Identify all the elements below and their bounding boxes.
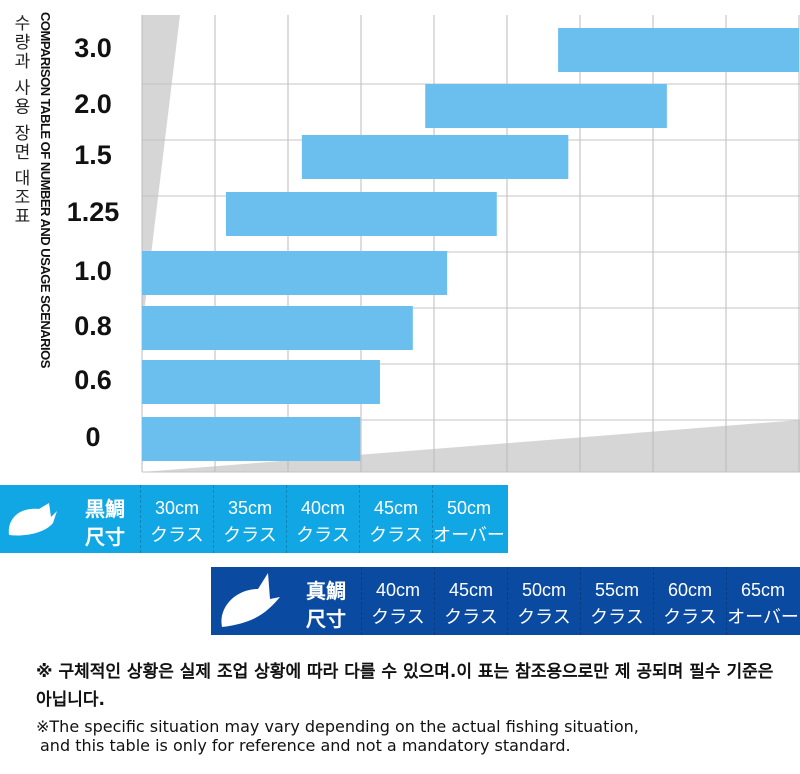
size-cell: 45cm クラス [359, 485, 432, 553]
size-value: 45cm [448, 580, 493, 600]
size-cell: 60cm クラス [653, 567, 726, 635]
size-value: 40cm [375, 580, 420, 600]
title-english: COMPARISON TABLE OF NUMBER AND USAGE SCE… [38, 12, 53, 368]
size-class: クラス [590, 607, 644, 627]
size-class: オーバー [433, 525, 505, 545]
size-value: 45cm [373, 498, 418, 518]
size-cell: 40cm クラス [361, 567, 434, 635]
size-cell: 40cm クラス [286, 485, 359, 553]
size-class: クラス [223, 525, 277, 545]
size-cell: 65cm オーバー [726, 567, 799, 635]
size-value: 40cm [300, 498, 345, 518]
size-cell: 55cm クラス [580, 567, 653, 635]
chart [141, 15, 800, 473]
y-label: 0.8 [74, 311, 112, 341]
size-value: 30cm [154, 498, 199, 518]
title-korean: 수량과 사용 장면 대조표 [10, 14, 30, 227]
red-bream-fish-icon [211, 567, 291, 635]
y-label: 2.0 [74, 89, 112, 119]
size-cell: 30cm クラス [140, 485, 213, 553]
size-class: クラス [369, 525, 423, 545]
size-value: 65cm [740, 580, 785, 600]
size-class: クラス [150, 525, 204, 545]
size-class: クラス [663, 607, 717, 627]
red-bream-title: 真鯛 尺寸 [306, 579, 346, 631]
y-label: 3.0 [74, 33, 112, 63]
y-label: 0.6 [74, 365, 112, 395]
black-bream-fish-icon [0, 485, 70, 553]
size-class: クラス [371, 607, 425, 627]
size-value: 60cm [667, 580, 712, 600]
y-label: 1.0 [74, 256, 112, 286]
range-bar-1.25 [225, 192, 497, 236]
size-value: 50cm [446, 498, 491, 518]
range-bar-0 [142, 417, 361, 461]
size-class: オーバー [727, 607, 799, 627]
size-cell: 50cm オーバー [432, 485, 505, 553]
note-english-2: and this table is only for reference and… [40, 736, 571, 755]
range-bar-1.0 [142, 251, 448, 295]
range-bar-2.0 [425, 84, 667, 128]
size-class: クラス [444, 607, 498, 627]
note-english-1: ※The specific situation may vary dependi… [36, 717, 639, 736]
range-bar-0.6 [142, 360, 380, 404]
size-value: 50cm [521, 580, 566, 600]
red-bream-size-band: 真鯛 尺寸 40cm クラス 45cm クラス 50cm クラス 55cm クラス 60cm クラス… [211, 567, 800, 635]
black-bream-title: 黒鯛 尺寸 [85, 497, 125, 549]
size-value: 55cm [594, 580, 639, 600]
y-label: 1.5 [74, 140, 112, 170]
size-class: クラス [517, 607, 571, 627]
range-bar-3.0 [558, 28, 799, 72]
size-class: クラス [296, 525, 350, 545]
size-cell: 50cm クラス [507, 567, 580, 635]
y-label: 0 [85, 422, 101, 452]
size-value: 35cm [227, 498, 272, 518]
range-bar-1.5 [301, 135, 569, 179]
size-cell: 35cm クラス [213, 485, 286, 553]
range-bar-0.8 [142, 306, 413, 350]
size-cell: 45cm クラス [434, 567, 507, 635]
note-korean: ※ 구체적인 상황은 실제 조업 상황에 따라 다를 수 있으며.이 표는 참조… [36, 662, 774, 710]
y-label: 1.25 [66, 197, 120, 227]
black-bream-size-band: 黒鯛 尺寸 30cm クラス 35cm クラス 40cm クラス 45cm クラス 50cm オーバ… [0, 485, 508, 553]
